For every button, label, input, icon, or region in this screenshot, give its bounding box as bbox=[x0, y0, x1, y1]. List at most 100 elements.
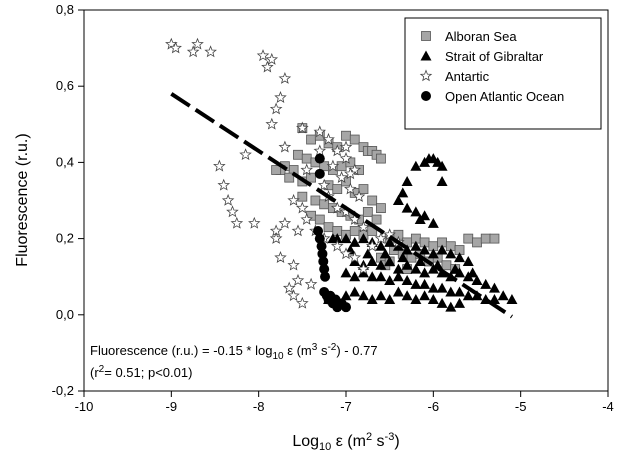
data-point bbox=[392, 286, 404, 297]
legend-label: Alboran Sea bbox=[445, 29, 517, 44]
data-point bbox=[300, 212, 313, 225]
x-tick-label: -5 bbox=[515, 399, 527, 414]
data-point bbox=[335, 170, 348, 184]
x-axis-title-mid: ε (m bbox=[331, 433, 366, 450]
data-point bbox=[261, 60, 274, 73]
data-point bbox=[317, 178, 331, 191]
data-point bbox=[419, 267, 431, 278]
x-tick-label: -7 bbox=[340, 399, 352, 414]
data-point bbox=[375, 259, 387, 270]
data-point bbox=[384, 255, 396, 266]
data-point bbox=[348, 250, 362, 264]
data-point bbox=[401, 202, 413, 213]
data-point bbox=[427, 217, 439, 228]
data-point bbox=[330, 239, 344, 252]
data-point bbox=[296, 201, 309, 214]
data-point bbox=[339, 247, 353, 260]
y-tick-label: 0,4 bbox=[56, 154, 74, 169]
data-point bbox=[327, 233, 339, 244]
legend-box bbox=[404, 17, 602, 130]
data-point bbox=[410, 294, 422, 305]
data-point bbox=[480, 278, 492, 289]
regression-equation: Fluorescence (r.u.) = -0.15 * log10 ε (m… bbox=[90, 342, 378, 362]
x-tick-label: -8 bbox=[253, 399, 265, 414]
data-point bbox=[375, 271, 387, 282]
equation-mid2: s bbox=[317, 343, 328, 358]
data-point bbox=[301, 153, 312, 164]
x-axis-title-base: Log bbox=[292, 433, 319, 450]
data-point bbox=[410, 263, 422, 274]
data-point bbox=[287, 193, 300, 206]
data-point bbox=[384, 275, 396, 286]
stats-end: = 0.51; p<0.01) bbox=[104, 365, 192, 380]
data-point bbox=[314, 153, 325, 164]
data-point bbox=[318, 256, 329, 267]
data-point bbox=[191, 37, 204, 50]
data-point bbox=[392, 195, 404, 205]
data-point bbox=[287, 258, 300, 271]
data-point bbox=[230, 216, 244, 229]
data-point bbox=[366, 294, 378, 305]
data-point bbox=[401, 290, 413, 301]
data-point bbox=[379, 248, 391, 259]
data-point bbox=[213, 159, 226, 172]
data-point bbox=[401, 275, 413, 286]
data-point bbox=[314, 233, 325, 244]
data-point bbox=[300, 163, 313, 176]
data-point bbox=[410, 206, 422, 217]
y-tick-label: 0,8 bbox=[56, 2, 74, 17]
data-point bbox=[344, 182, 357, 195]
data-point bbox=[313, 144, 327, 157]
data-point bbox=[392, 271, 404, 282]
data-point bbox=[427, 294, 439, 305]
data-point bbox=[366, 271, 378, 282]
data-point bbox=[374, 231, 388, 244]
data-point bbox=[221, 193, 235, 206]
legend-label: Open Atlantic Ocean bbox=[445, 89, 564, 104]
equation-pre: Fluorescence (r.u.) = -0.15 * log bbox=[90, 343, 272, 358]
data-point bbox=[462, 290, 474, 301]
legend-marker bbox=[421, 91, 431, 101]
data-point bbox=[313, 125, 327, 138]
data-point bbox=[313, 225, 324, 236]
stats-pre: (r bbox=[90, 365, 99, 380]
data-point bbox=[287, 289, 300, 302]
x-tick-label: -10 bbox=[75, 399, 94, 414]
data-point bbox=[401, 175, 413, 186]
data-point bbox=[436, 244, 448, 255]
data-point bbox=[441, 260, 452, 271]
data-point bbox=[480, 233, 491, 244]
data-point bbox=[472, 237, 482, 248]
data-point bbox=[330, 294, 341, 305]
data-point bbox=[278, 72, 292, 84]
x-axis-title-sup2: -3 bbox=[385, 431, 395, 443]
x-tick-label: -9 bbox=[166, 399, 178, 414]
data-point bbox=[349, 271, 361, 282]
data-point bbox=[436, 160, 448, 171]
tick-labels: -10 -9 -8 -7 -6 -5 -4 -0,2 0,0 0,2 0,4 0,6 0,8 bbox=[52, 2, 614, 414]
data-point bbox=[319, 199, 330, 210]
data-point bbox=[278, 216, 292, 229]
data-point bbox=[204, 45, 217, 58]
data-point bbox=[427, 248, 439, 259]
data-point bbox=[336, 161, 347, 172]
x-axis-title-mid2: s bbox=[372, 433, 384, 450]
data-point bbox=[349, 255, 361, 266]
equation-end: ) - 0.77 bbox=[336, 343, 377, 358]
data-point bbox=[269, 102, 283, 115]
data-point bbox=[317, 248, 328, 259]
data-point bbox=[293, 149, 303, 160]
legend-marker bbox=[421, 31, 431, 41]
equation-sup1: 3 bbox=[312, 342, 318, 353]
data-point bbox=[376, 203, 386, 214]
y-axis-title: Fluorescence (r.u.) bbox=[14, 133, 31, 266]
data-point bbox=[320, 271, 331, 282]
data-point bbox=[376, 153, 386, 164]
data-point bbox=[314, 214, 325, 225]
legend-marker bbox=[419, 69, 433, 82]
data-point bbox=[419, 244, 431, 255]
legend-label: Strait of Gibraltar bbox=[445, 49, 544, 64]
data-point bbox=[410, 160, 422, 171]
data-point bbox=[316, 241, 327, 252]
data-point bbox=[239, 148, 252, 161]
